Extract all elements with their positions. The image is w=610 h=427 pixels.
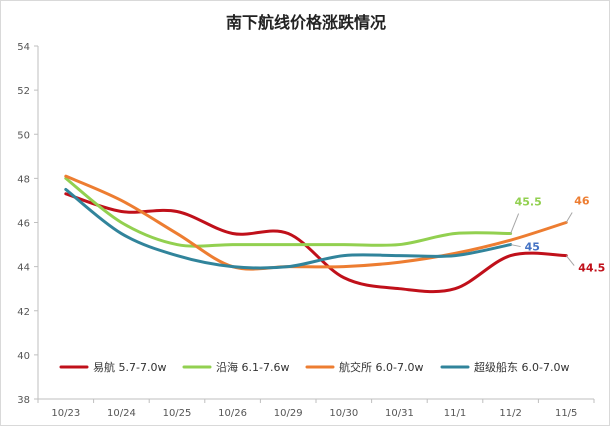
y-tick-label: 46 [17, 219, 30, 230]
y-tick-label: 38 [17, 395, 30, 406]
series-line-1 [64, 176, 513, 248]
y-tick-label: 48 [17, 174, 30, 185]
legend-label-0: 易航 5.7-7.0w [93, 360, 166, 374]
x-tick-label: 11/5 [555, 408, 577, 419]
legend-label-1: 沿海 6.1-7.6w [216, 360, 289, 374]
x-tick-label: 10/25 [163, 408, 192, 419]
x-tick-label: 10/23 [51, 408, 80, 419]
y-tick-label: 54 [17, 42, 30, 53]
end-label-leader-2 [565, 212, 573, 223]
x-tick-label: 11/2 [499, 408, 521, 419]
series-line-0 [64, 192, 568, 294]
x-tick-label: 10/24 [107, 408, 136, 419]
end-label-2: 46 [574, 195, 590, 208]
end-label-leader-1 [510, 213, 520, 234]
y-tick-label: 50 [17, 130, 30, 141]
y-tick-label: 52 [17, 86, 30, 97]
chart-title: 南下航线价格涨跌情况 [225, 13, 386, 32]
x-tick-label: 10/30 [329, 408, 358, 419]
x-tick-label: 10/31 [385, 408, 414, 419]
end-label-0: 44.5 [578, 262, 605, 275]
x-tick-label: 10/29 [274, 408, 303, 419]
y-tick-label: 44 [17, 263, 30, 274]
end-label-1: 45.5 [515, 196, 542, 209]
y-tick-label: 42 [17, 307, 30, 318]
series-line-3 [64, 187, 513, 270]
end-label-leader-3 [510, 244, 521, 248]
legend-label-3: 超级船东 6.0-7.0w [474, 360, 569, 374]
legend-label-2: 航交所 6.0-7.0w [339, 360, 423, 374]
end-label-3: 45 [525, 241, 540, 254]
end-label-leader-0 [565, 255, 575, 266]
x-tick-label: 10/26 [218, 408, 247, 419]
series-line-2 [64, 174, 568, 271]
y-tick-label: 40 [17, 351, 30, 362]
x-tick-label: 11/1 [444, 408, 466, 419]
